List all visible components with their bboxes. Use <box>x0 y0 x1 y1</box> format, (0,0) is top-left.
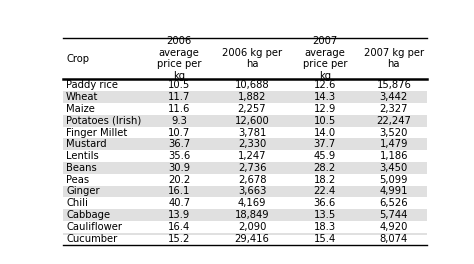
Text: 3,520: 3,520 <box>380 128 408 138</box>
Text: 2007
average
price per
kg: 2007 average price per kg <box>302 36 347 81</box>
Text: Finger Millet: Finger Millet <box>66 128 128 138</box>
Text: 10.5: 10.5 <box>168 80 191 90</box>
Text: Mustard: Mustard <box>66 139 107 149</box>
Text: Cabbage: Cabbage <box>66 210 110 220</box>
Text: Maize: Maize <box>66 104 95 114</box>
Text: 11.7: 11.7 <box>168 92 191 102</box>
Text: 18.2: 18.2 <box>314 175 336 185</box>
Text: 28.2: 28.2 <box>314 163 336 173</box>
Text: 4,920: 4,920 <box>380 222 408 232</box>
Text: 4,991: 4,991 <box>380 186 408 196</box>
Bar <box>63 91 427 103</box>
Text: Crop: Crop <box>66 54 89 64</box>
Text: 1,186: 1,186 <box>380 151 408 161</box>
Text: 5,744: 5,744 <box>380 210 408 220</box>
Text: 6,526: 6,526 <box>380 198 408 208</box>
Text: 2,678: 2,678 <box>238 175 266 185</box>
Text: 2,736: 2,736 <box>238 163 266 173</box>
Text: 2006 kg per
ha: 2006 kg per ha <box>222 48 282 69</box>
Text: 10,688: 10,688 <box>235 80 269 90</box>
Text: 14.0: 14.0 <box>314 128 336 138</box>
Bar <box>63 115 427 127</box>
Text: 29,416: 29,416 <box>235 234 270 244</box>
Text: 18.3: 18.3 <box>314 222 336 232</box>
Bar <box>63 209 427 221</box>
Text: 15.2: 15.2 <box>168 234 191 244</box>
Text: 22.4: 22.4 <box>314 186 336 196</box>
Text: 36.7: 36.7 <box>168 139 191 149</box>
Text: 1,247: 1,247 <box>238 151 266 161</box>
Text: 15,876: 15,876 <box>376 80 411 90</box>
Text: 2007 kg per
ha: 2007 kg per ha <box>364 48 424 69</box>
Text: 35.6: 35.6 <box>168 151 191 161</box>
Text: 3,442: 3,442 <box>380 92 408 102</box>
Text: Cauliflower: Cauliflower <box>66 222 122 232</box>
Text: Cucumber: Cucumber <box>66 234 118 244</box>
Bar <box>63 233 427 244</box>
Text: Chili: Chili <box>66 198 88 208</box>
Text: 4,169: 4,169 <box>238 198 266 208</box>
Text: 3,663: 3,663 <box>238 186 266 196</box>
Text: 1,882: 1,882 <box>238 92 266 102</box>
Text: 2006
average
price per
kg: 2006 average price per kg <box>157 36 201 81</box>
Bar <box>63 186 427 197</box>
Text: 13.5: 13.5 <box>314 210 336 220</box>
Text: 1,479: 1,479 <box>380 139 408 149</box>
Text: Potatoes (Irish): Potatoes (Irish) <box>66 116 141 126</box>
Text: 2,330: 2,330 <box>238 139 266 149</box>
Text: 9.3: 9.3 <box>172 116 187 126</box>
Text: 30.9: 30.9 <box>168 163 191 173</box>
Text: Lentils: Lentils <box>66 151 99 161</box>
Text: 16.4: 16.4 <box>168 222 191 232</box>
Text: 12.9: 12.9 <box>314 104 336 114</box>
Text: 5,099: 5,099 <box>380 175 408 185</box>
Text: Peas: Peas <box>66 175 89 185</box>
Text: 18,849: 18,849 <box>235 210 269 220</box>
Text: 2,090: 2,090 <box>238 222 266 232</box>
Text: Wheat: Wheat <box>66 92 99 102</box>
Text: 10.7: 10.7 <box>168 128 191 138</box>
Text: 2,327: 2,327 <box>380 104 408 114</box>
Text: 36.6: 36.6 <box>314 198 336 208</box>
Text: 8,074: 8,074 <box>380 234 408 244</box>
Text: 16.1: 16.1 <box>168 186 191 196</box>
Text: 13.9: 13.9 <box>168 210 191 220</box>
Text: 22,247: 22,247 <box>376 116 411 126</box>
Text: 37.7: 37.7 <box>314 139 336 149</box>
Text: 12,600: 12,600 <box>235 116 269 126</box>
Text: 11.6: 11.6 <box>168 104 191 114</box>
Text: 3,450: 3,450 <box>380 163 408 173</box>
Text: 15.4: 15.4 <box>314 234 336 244</box>
Text: 12.6: 12.6 <box>314 80 336 90</box>
Text: 3,781: 3,781 <box>238 128 266 138</box>
Text: 45.9: 45.9 <box>314 151 336 161</box>
Text: 10.5: 10.5 <box>314 116 336 126</box>
Bar <box>63 138 427 150</box>
Text: Paddy rice: Paddy rice <box>66 80 118 90</box>
Text: 40.7: 40.7 <box>168 198 191 208</box>
Text: 20.2: 20.2 <box>168 175 191 185</box>
Bar <box>63 162 427 174</box>
Text: 2,257: 2,257 <box>238 104 266 114</box>
Text: 14.3: 14.3 <box>314 92 336 102</box>
Text: Beans: Beans <box>66 163 97 173</box>
Text: Ginger: Ginger <box>66 186 100 196</box>
